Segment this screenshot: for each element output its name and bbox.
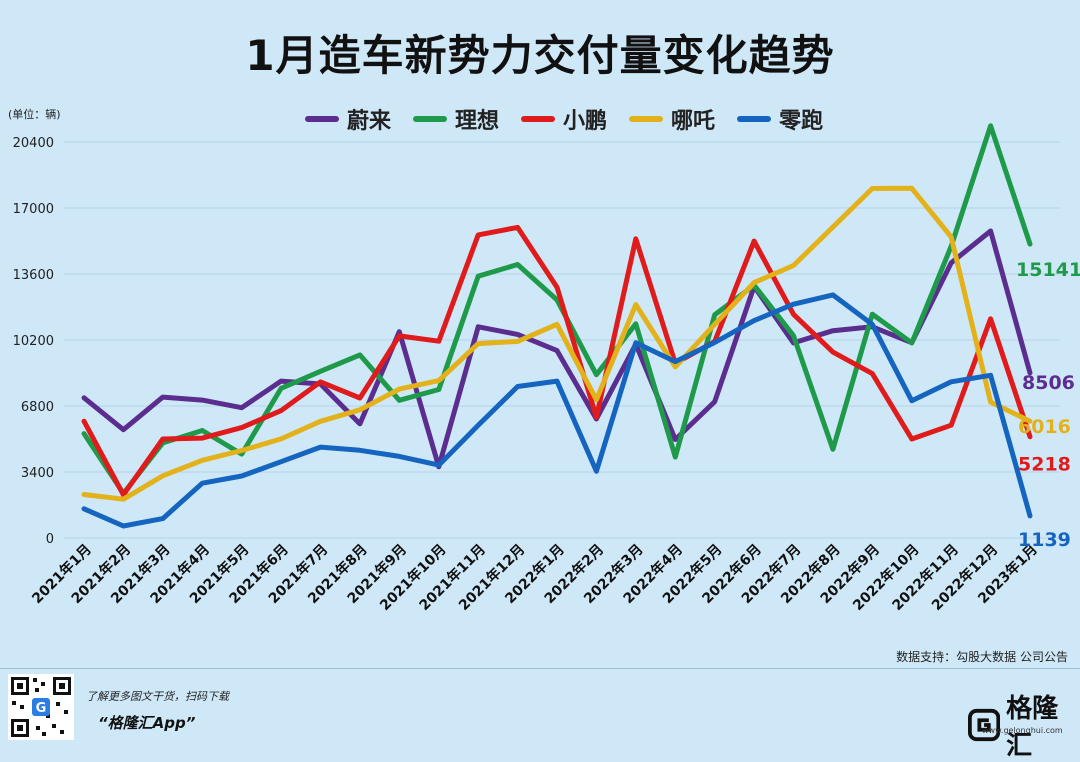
legend-swatch-leap — [737, 116, 772, 122]
y-tick-label: 13600 — [13, 268, 54, 283]
footer-tip: 了解更多图文干货，扫码下载 — [86, 690, 229, 703]
legend-label-nio: 蔚来 — [347, 109, 392, 134]
legend-item-xpeng: 小鹏 — [521, 103, 607, 135]
legend-swatch-nio — [305, 116, 339, 122]
unit-label: (单位：辆) — [8, 108, 61, 121]
series-line-哪吒 — [81, 185, 1033, 502]
svg-text:G: G — [36, 701, 47, 716]
y-tick-label: 20400 — [13, 136, 54, 151]
brand-url: www.gelonghui.com — [982, 726, 1063, 735]
legend-label-leap: 零跑 — [779, 109, 824, 134]
y-tick-label: 17000 — [13, 202, 54, 217]
legend-label-xpeng: 小鹏 — [563, 109, 608, 134]
y-tick-label: 0 — [46, 532, 54, 547]
brand-logo: 格隆汇 — [968, 688, 1080, 762]
end-value-label: 8506 — [1022, 372, 1075, 394]
series-line-理想 — [81, 123, 1033, 496]
gelonghui-logo-icon — [968, 708, 1001, 742]
legend-item-neta: 哪吒 — [629, 103, 715, 135]
end-value-label: 1139 — [1018, 529, 1071, 551]
legend-label-li: 理想 — [455, 109, 500, 134]
footer-divider — [0, 668, 1080, 669]
series-line-零跑 — [81, 292, 1033, 529]
footer-app-name: “格隆汇App” — [98, 714, 196, 732]
legend-label-neta: 哪吒 — [671, 109, 716, 134]
end-value-label: 5218 — [1018, 454, 1071, 476]
legend-item-leap: 零跑 — [737, 103, 823, 135]
legend-swatch-xpeng — [521, 116, 556, 122]
end-value-label: 6016 — [1018, 416, 1071, 438]
legend-swatch-li — [413, 116, 448, 122]
data-source: 数据支持：勾股大数据 公司公告 — [896, 650, 1068, 664]
legend-item-nio: 蔚来 — [305, 103, 391, 135]
legend-swatch-neta — [629, 116, 664, 122]
series-line-小鹏 — [81, 224, 1033, 498]
legend-item-li: 理想 — [413, 103, 499, 135]
qr-code-icon: G — [8, 674, 74, 740]
y-tick-label: 10200 — [13, 334, 54, 349]
end-value-label: 15141 — [1016, 259, 1080, 281]
chart-title: 1月造车新势力交付量变化趋势 — [245, 31, 835, 80]
legend: 蔚来 理想 小鹏 哪吒 零跑 — [305, 103, 823, 135]
y-tick-label: 3400 — [21, 466, 54, 481]
line-chart: 034006800102001360017000204002021年1月2021… — [13, 123, 1080, 614]
y-tick-label: 6800 — [21, 400, 54, 415]
brand-name: 格隆汇 — [1006, 694, 1059, 761]
